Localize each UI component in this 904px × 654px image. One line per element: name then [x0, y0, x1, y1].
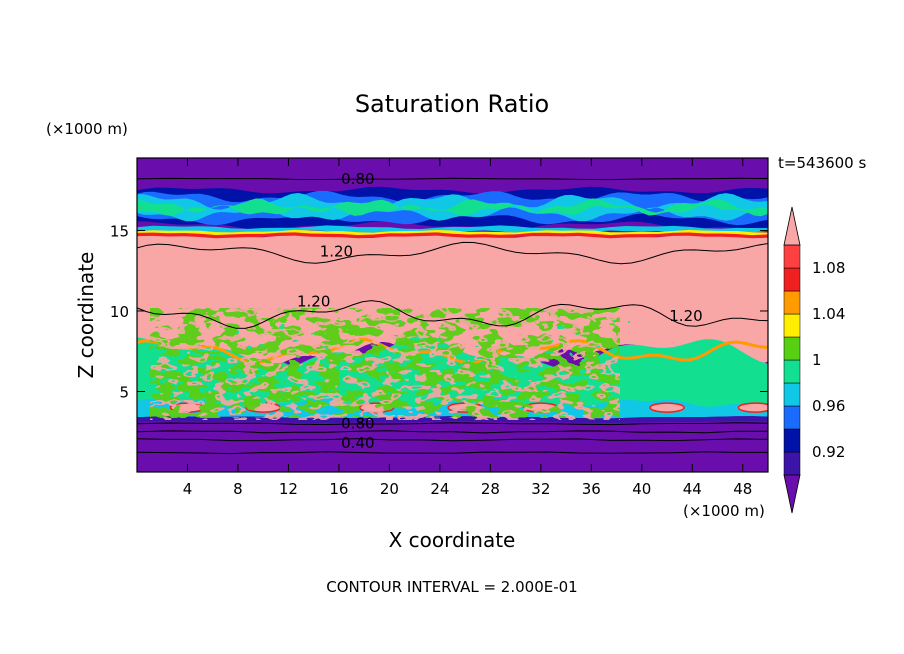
colorbar-segment	[783, 451, 801, 476]
colorbar-max-arrow	[783, 206, 801, 246]
x-tick-label: 36	[582, 480, 601, 498]
x-tick-label: 16	[329, 480, 348, 498]
contour-label: 0.80	[341, 170, 374, 188]
field-band-mid-cyan	[137, 225, 768, 234]
x-tick-label: 32	[531, 480, 550, 498]
x-tick-label: 28	[481, 480, 500, 498]
cloud-base-pocket	[737, 402, 768, 413]
contour-label: 1.20	[669, 307, 702, 325]
contour-label: 1.20	[320, 242, 353, 260]
y-tick-label: 15	[110, 222, 129, 240]
chart-title: Saturation Ratio	[355, 90, 549, 118]
x-tick-label: 48	[733, 480, 752, 498]
colorbar-segment	[783, 267, 801, 292]
contour-line-0.80-lower	[137, 422, 768, 426]
cloud-base-pocket	[649, 402, 685, 413]
plot-area: 0.801.201.201.200.800.40	[137, 158, 768, 472]
colorbar-segment	[783, 382, 801, 407]
contour-label: 0.40	[341, 434, 374, 452]
x-tick-label: 12	[279, 480, 298, 498]
colorbar-segment	[783, 290, 801, 315]
contour-label: 0.80	[341, 415, 374, 433]
x-tick-label: 24	[430, 480, 449, 498]
colorbar-segment	[783, 244, 801, 269]
colorbar-segment	[783, 313, 801, 338]
x-tick-label: 20	[380, 480, 399, 498]
contour-labels: 0.801.201.201.200.800.40	[297, 170, 703, 452]
x-axis-label: X coordinate	[389, 528, 516, 552]
y-axis-label: Z coordinate	[74, 252, 98, 379]
contour-line-lower-b	[137, 451, 768, 455]
colorbar-tick-label: 0.92	[812, 443, 845, 461]
y-unit-label: (×1000 m)	[46, 120, 128, 138]
colorbar-tick-label: 0.96	[812, 397, 845, 415]
colorbar-min-arrow	[783, 474, 801, 514]
colorbar-segment	[783, 405, 801, 430]
colorbar-segment	[783, 336, 801, 361]
contour-lines	[137, 177, 768, 455]
contour-line-0.80-upper	[137, 177, 768, 181]
x-tick-label: 44	[683, 480, 702, 498]
y-axis-ticks: 5 10 15	[110, 222, 768, 401]
time-label: t=543600 s	[778, 154, 866, 172]
colorbar-segment	[783, 428, 801, 453]
x-tick-label: 4	[183, 480, 193, 498]
field-band-upper-green	[137, 198, 768, 217]
contour-line-1.20-upper	[137, 241, 768, 265]
x-axis-ticks: 4 8 12 16 20 24 28 32 36 40 44 48	[183, 158, 752, 498]
contour-label: 1.20	[297, 292, 330, 310]
contour-interval-note: CONTOUR INTERVAL = 2.000E-01	[326, 578, 577, 596]
cloud-texture	[150, 300, 630, 420]
x-tick-label: 8	[233, 480, 243, 498]
field-band-upper-cyan	[137, 193, 768, 222]
colorbar-tick-label: 1	[812, 351, 822, 369]
colorbar-tick-label: 1.04	[812, 305, 845, 323]
colorbar-segment	[783, 359, 801, 384]
colorbar-tick-label: 1.08	[812, 259, 845, 277]
contour-line-0.40	[137, 438, 768, 442]
plot-frame	[136, 157, 769, 473]
y-tick-label: 10	[110, 303, 129, 321]
y-tick-label: 5	[119, 383, 129, 401]
contour-line-lower-a	[137, 430, 768, 434]
x-unit-label: (×1000 m)	[683, 502, 765, 520]
contour-line-1.20-middle	[137, 300, 768, 329]
x-tick-label: 40	[632, 480, 651, 498]
colorbar: 1.08 1.04 1 0.96 0.92	[783, 206, 845, 514]
field-band-mid-yellow	[137, 229, 768, 237]
